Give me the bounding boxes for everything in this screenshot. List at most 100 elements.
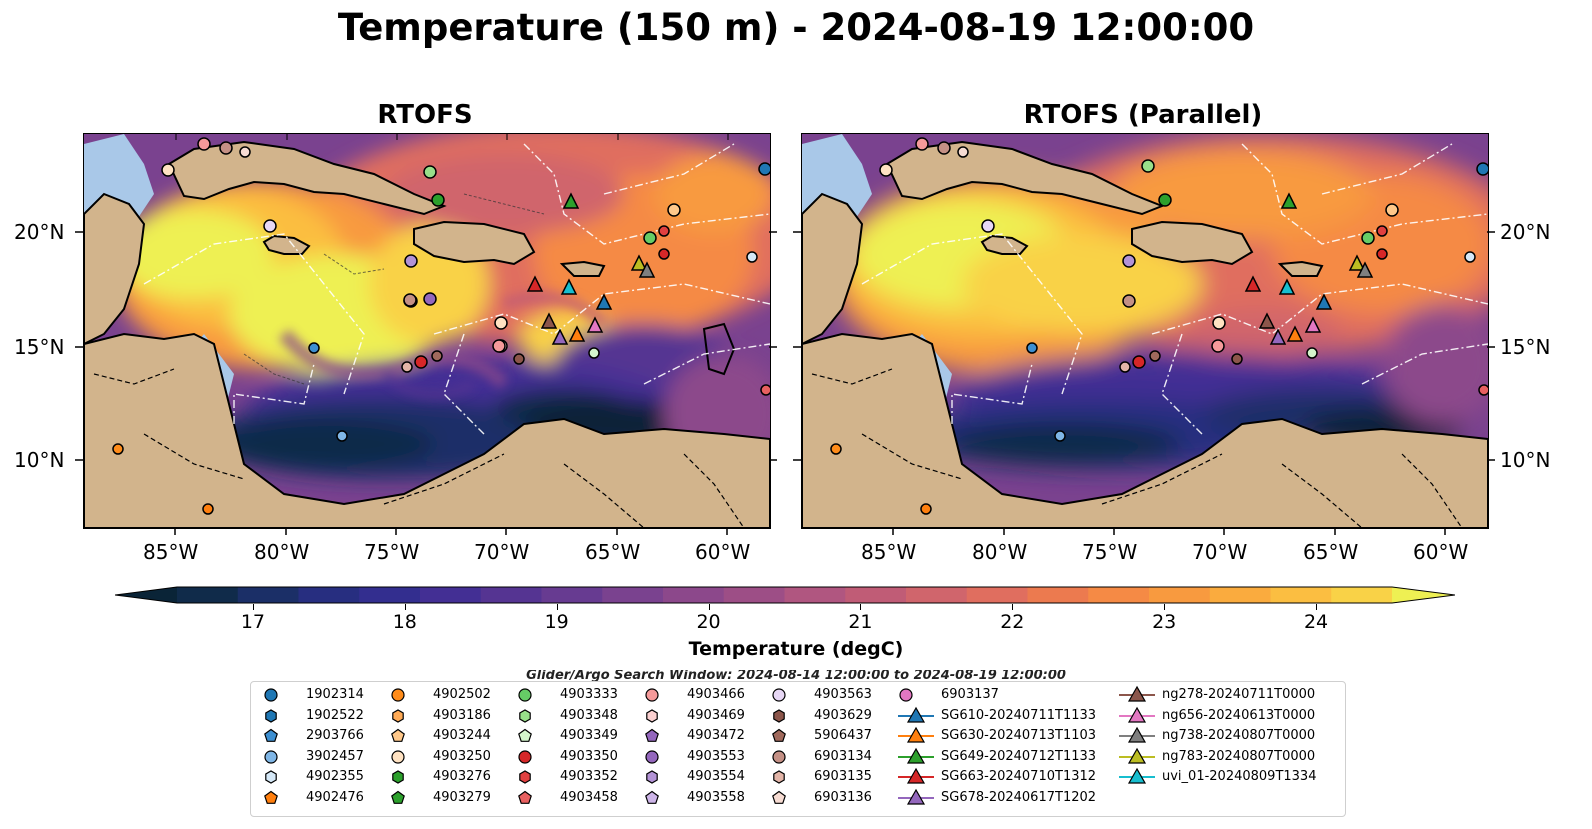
colorbar-segment — [723, 587, 785, 603]
colorbar-label: Temperature (degC) — [688, 638, 904, 660]
legend-label: 4903186 — [433, 707, 491, 723]
lat-tick-right-1: 15°N — [1500, 335, 1551, 359]
legend-label: 4903350 — [560, 748, 618, 764]
triangle-line-marker-icon — [1119, 685, 1155, 702]
colorbar-segment — [480, 587, 542, 603]
hexagon-marker-icon — [265, 770, 277, 784]
legend-label: 4903466 — [687, 687, 745, 702]
legend-label: ng738-20240807T0000 — [1162, 728, 1316, 743]
pentagon-marker-icon — [518, 728, 532, 742]
legend-label: 4903348 — [560, 707, 618, 723]
hexagon-marker-icon — [519, 708, 531, 723]
lat-tick-right-2: 10°N — [1500, 448, 1551, 472]
pentagon-marker-icon — [518, 790, 532, 804]
lon-tick-left-1: 80°W — [254, 540, 310, 564]
legend-label: 4902476 — [306, 789, 364, 805]
panel-title-left: RTOFS — [377, 100, 473, 130]
map-panel-right[interactable] — [801, 133, 1489, 529]
colorbar-tick-label: 17 — [240, 611, 266, 633]
colorbar-tick-mark — [404, 604, 406, 610]
colorbar-tick-mark — [860, 604, 862, 610]
colorbar — [115, 586, 1455, 604]
colorbar-tick-label: 21 — [848, 611, 873, 633]
colorbar-segment — [1088, 587, 1150, 603]
hexagon-marker-icon — [646, 708, 658, 723]
hexagon-marker-icon — [265, 708, 277, 723]
legend-label: SG678-20240617T1202 — [941, 789, 1097, 805]
figure-title: Temperature (150 m) - 2024-08-19 12:00:0… — [337, 6, 1255, 49]
circle-marker-icon — [391, 688, 405, 702]
hexagon-marker-icon — [773, 770, 785, 784]
search-window-text: Glider/Argo Search Window: 2024-08-14 12… — [526, 670, 1066, 682]
pentagon-marker-icon — [391, 790, 405, 804]
triangle-line-marker-icon — [1119, 706, 1155, 723]
legend-label: 6903135 — [814, 769, 872, 784]
temperature-map-left — [84, 134, 770, 528]
colorbar-tick-mark — [556, 604, 558, 610]
colorbar-segment — [1149, 587, 1211, 603]
temperature-map-right — [802, 134, 1488, 528]
legend-label: 4903469 — [687, 707, 745, 723]
colorbar-segment — [1270, 587, 1332, 603]
pentagon-marker-icon — [772, 790, 786, 804]
colorbar-extend-high — [1392, 587, 1455, 603]
lat-tick-left-0: 20°N — [14, 220, 65, 244]
legend-label: 4903558 — [687, 789, 745, 805]
colorbar-tick-label: 20 — [696, 611, 721, 633]
colorbar-segment — [1209, 587, 1271, 603]
pentagon-marker-icon — [772, 728, 786, 742]
legend-label: SG630-20240713T1103 — [941, 728, 1097, 743]
legend-label: 4903458 — [560, 789, 618, 805]
legend-label: 4903563 — [814, 687, 872, 702]
map-panel-left[interactable] — [83, 133, 771, 529]
colorbar-segment — [1027, 587, 1089, 603]
lon-tick-right-4: 65°W — [1303, 540, 1359, 564]
legend-label: 4903349 — [560, 728, 618, 743]
lon-tick-left-2: 75°W — [364, 540, 420, 564]
legend: 1902314 1902522 2903766 3902457 4902355 49024… — [250, 681, 1346, 817]
triangle-line-marker-icon — [1119, 767, 1155, 784]
colorbar-segment — [237, 587, 299, 603]
lon-tick-right-2: 75°W — [1082, 540, 1138, 564]
colorbar-segment — [177, 587, 239, 603]
panel-title-right: RTOFS (Parallel) — [1023, 100, 1263, 130]
colorbar-segment — [1331, 587, 1393, 603]
colorbar-segment — [541, 587, 603, 603]
triangle-line-marker-icon — [898, 767, 934, 784]
lat-tick-left-2: 10°N — [14, 448, 65, 472]
lon-tick-right-1: 80°W — [972, 540, 1028, 564]
legend-label: SG610-20240711T1133 — [941, 707, 1097, 723]
legend-label: 4903276 — [433, 769, 491, 784]
colorbar-tick-mark — [252, 604, 254, 610]
colorbar-segment — [359, 587, 421, 603]
colorbar-tick-mark — [1012, 604, 1014, 610]
circle-marker-icon — [518, 749, 532, 764]
colorbar-segment — [784, 587, 846, 603]
legend-label: 1902522 — [306, 707, 364, 723]
colorbar-tick-mark — [1164, 604, 1166, 610]
lon-tick-left-0: 85°W — [143, 540, 199, 564]
lon-tick-left-5: 60°W — [695, 540, 751, 564]
triangle-line-marker-icon — [898, 788, 934, 805]
pentagon-marker-icon — [645, 728, 659, 742]
legend-label: 5906437 — [814, 728, 872, 743]
legend-label: 4903250 — [433, 748, 491, 764]
triangle-line-marker-icon — [898, 747, 934, 764]
legend-label: uvi_01-20240809T1334 — [1162, 769, 1317, 784]
lon-tick-right-0: 85°W — [861, 540, 917, 564]
hexagon-marker-icon — [646, 770, 658, 784]
hexagon-marker-icon — [773, 708, 785, 723]
colorbar-tick-label: 18 — [392, 611, 417, 633]
colorbar-tick-label: 22 — [1000, 611, 1025, 633]
legend-label: 6903136 — [814, 789, 872, 805]
circle-marker-icon — [645, 688, 659, 702]
colorbar-segment — [966, 587, 1028, 603]
colorbar-tick-mark — [708, 604, 710, 610]
legend-label: 4903553 — [687, 748, 745, 764]
colorbar-tick-mark — [1316, 604, 1318, 610]
legend-label: 3902457 — [306, 748, 364, 764]
circle-marker-icon — [264, 749, 278, 764]
colorbar-segment — [602, 587, 664, 603]
colorbar-segment — [298, 587, 360, 603]
